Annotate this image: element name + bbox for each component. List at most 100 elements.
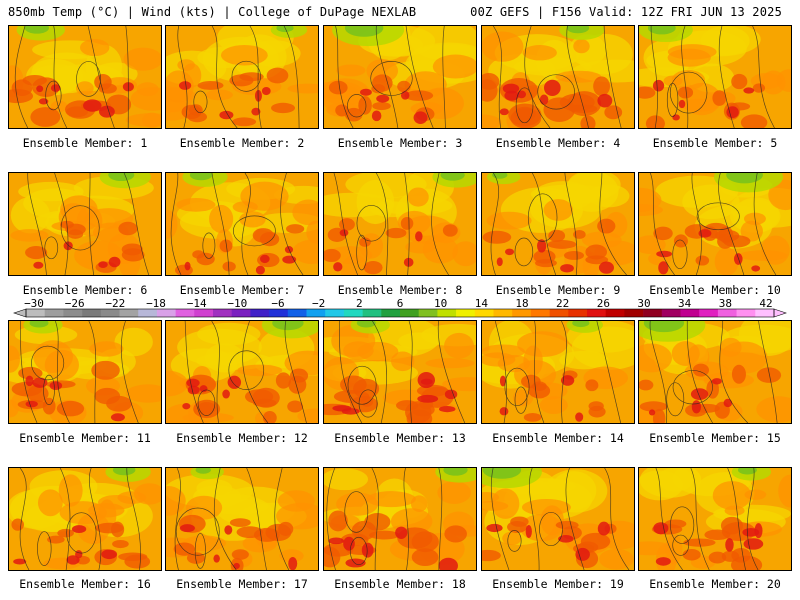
ensemble-map-panel (481, 320, 635, 424)
colorbar-segment (156, 309, 176, 317)
ensemble-map-panel (323, 25, 477, 129)
temperature-field (482, 173, 634, 275)
ensemble-map-panel (323, 320, 477, 424)
colorbar-segment (381, 309, 401, 317)
temperature-field (324, 26, 476, 128)
map-title: 850mb Temp (°C) | Wind (kts) | College o… (8, 5, 417, 19)
ensemble-map-panel (638, 172, 792, 276)
ensemble-map-panel (8, 467, 162, 571)
ensemble-member-label: Ensemble Member: 13 (334, 431, 466, 445)
colorbar-segment (643, 309, 663, 317)
colorbar-segment (474, 309, 494, 317)
ensemble-member-label: Ensemble Member: 1 (22, 136, 148, 150)
colorbar-tick-label: −6 (271, 297, 285, 310)
colorbar-segment (587, 309, 606, 317)
ensemble-member-label: Ensemble Member: 20 (649, 577, 781, 591)
ensemble-member-label: Ensemble Member: 10 (649, 283, 781, 297)
ensemble-member-label: Ensemble Member: 15 (649, 431, 781, 445)
colorbar-segment (736, 309, 756, 317)
ensemble-member-label: Ensemble Member: 6 (22, 283, 148, 297)
temperature-field (482, 468, 634, 570)
colorbar-segment (437, 309, 457, 317)
temperature-field (324, 321, 476, 423)
colorbar-segment (512, 309, 532, 317)
colorbar-segment (699, 309, 719, 317)
ensemble-member-label: Ensemble Member: 18 (334, 577, 466, 591)
ensemble-member-label: Ensemble Member: 17 (176, 577, 308, 591)
ensemble-map-panel (165, 172, 319, 276)
colorbar-segment (269, 309, 289, 317)
temperature-field (166, 321, 318, 423)
colorbar-segment (26, 309, 45, 317)
temperature-field (9, 468, 161, 570)
ensemble-member-label: Ensemble Member: 9 (495, 283, 621, 297)
colorbar-segment (82, 309, 102, 317)
ensemble-member-label: Ensemble Member: 19 (492, 577, 624, 591)
colorbar-segment (213, 309, 232, 317)
temperature-field (166, 173, 318, 275)
colorbar-segment (63, 309, 83, 317)
colorbar-segment (100, 309, 120, 317)
colorbar-segment (306, 309, 326, 317)
ensemble-map-panel (8, 320, 162, 424)
colorbar-segment (138, 309, 158, 317)
colorbar-tick-label: 42 (759, 297, 773, 310)
colorbar-segment (119, 309, 139, 317)
ensemble-map-panel (323, 172, 477, 276)
colorbar-tick-label: 34 (678, 297, 692, 310)
ensemble-map-panel (481, 172, 635, 276)
ensemble-member-label: Ensemble Member: 5 (652, 136, 778, 150)
ensemble-map-panel (638, 467, 792, 571)
colorbar-tick-label: 18 (515, 297, 529, 310)
temperature-field (324, 173, 476, 275)
colorbar-segment (549, 309, 569, 317)
colorbar-tick-label: −26 (64, 297, 85, 310)
colorbar-segment (493, 309, 513, 317)
colorbar-tick-label: 26 (596, 297, 610, 310)
ensemble-map-panel (323, 467, 477, 571)
colorbar-tick-label: 14 (474, 297, 488, 310)
colorbar-segment (568, 309, 588, 317)
colorbar-tick-label: −2 (312, 297, 326, 310)
temperature-field (639, 173, 791, 275)
temperature-field (482, 26, 634, 128)
colorbar-segment (325, 309, 345, 317)
ensemble-map-panel (481, 25, 635, 129)
temperature-field (639, 468, 791, 570)
ensemble-map-panel (165, 320, 319, 424)
ensemble-member-label: Ensemble Member: 7 (179, 283, 305, 297)
temperature-field (9, 321, 161, 423)
colorbar-segment (400, 309, 419, 317)
temperature-field (639, 26, 791, 128)
colorbar-min-arrow (13, 308, 27, 318)
ensemble-map-panel (638, 320, 792, 424)
colorbar-segment (530, 309, 550, 317)
colorbar-segment (194, 309, 214, 317)
temperature-field (639, 321, 791, 423)
colorbar-segment (287, 309, 307, 317)
ensemble-map-panel (481, 467, 635, 571)
colorbar-tick-label: 6 (396, 297, 404, 310)
ensemble-member-label: Ensemble Member: 2 (179, 136, 305, 150)
ensemble-map-panel (8, 25, 162, 129)
colorbar-tick-label: 38 (718, 297, 732, 310)
colorbar-segment (44, 309, 64, 317)
temperature-field (166, 468, 318, 570)
ensemble-map-panel (165, 467, 319, 571)
colorbar-segment (755, 309, 775, 317)
colorbar-segment (250, 309, 270, 317)
colorbar-tick-label: 22 (556, 297, 570, 310)
colorbar-segment (175, 309, 195, 317)
colorbar-segment (717, 309, 737, 317)
colorbar-tick-label: 2 (356, 297, 363, 310)
ensemble-member-label: Ensemble Member: 12 (176, 431, 308, 445)
ensemble-member-label: Ensemble Member: 3 (337, 136, 463, 150)
temperature-field (9, 173, 161, 275)
colorbar-segment (456, 309, 476, 317)
ensemble-map-panel (8, 172, 162, 276)
ensemble-map-panel (165, 25, 319, 129)
ensemble-member-label: Ensemble Member: 11 (19, 431, 151, 445)
temperature-field (482, 321, 634, 423)
valid-time: 00Z GEFS | F156 Valid: 12Z FRI JUN 13 20… (470, 5, 782, 19)
temperature-field (166, 26, 318, 128)
